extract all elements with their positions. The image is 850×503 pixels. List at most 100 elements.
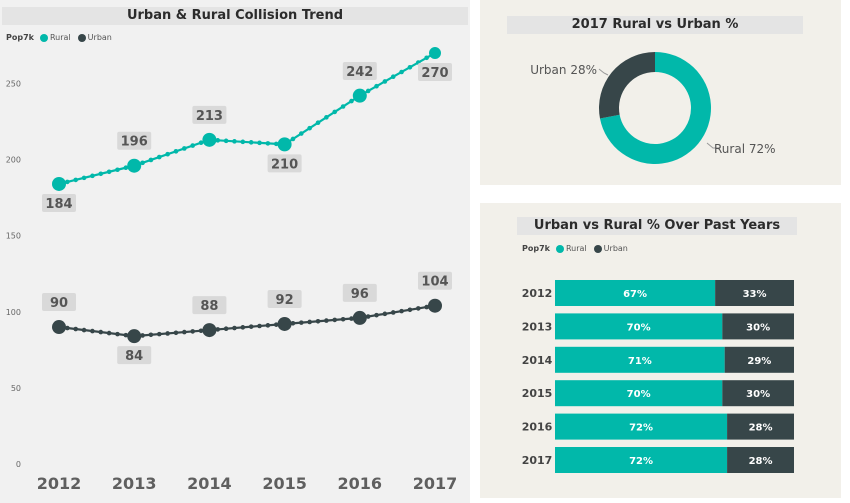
rural-line-dot [198,140,204,145]
urban-data-label: 92 [276,293,294,308]
data-label-background [117,131,152,150]
data-label-background [192,105,227,124]
urban-line-dot [324,318,329,323]
urban-slice-label: Urban 28% [530,63,597,77]
legend-label: Pop7k [522,244,550,253]
urban-line-dot [90,328,95,334]
line-chart-plot: 0 50 100 150 200 250 2012 2013 2014 2015 2016 2017 1… [6,47,458,493]
urban-line-dot [382,311,388,317]
rural-data-label: 270 [421,66,448,81]
rural-line-dot [399,69,404,75]
rural-data-label: 184 [45,197,72,212]
rural-line-dot [324,115,329,120]
urban-line-dot [315,318,321,324]
bar-category-label: 2017 [522,454,553,467]
urban-line-dot [140,333,145,338]
urban-data-point [127,329,142,344]
urban-bar-segment [727,413,794,440]
urban-line-dot [165,331,170,336]
rural-data-point [429,47,441,60]
urban-data-label: 84 [125,349,143,364]
bar-category-label: 2015 [522,387,553,400]
donut-chart: Rural 72% Urban 28% [530,52,776,165]
bar-category-label: 2016 [522,421,553,434]
urban-bar-label: 29% [747,356,771,367]
urban-bar-label: 33% [743,289,767,300]
rural-line-dot [173,149,179,154]
rural-line-dot [148,157,154,163]
data-label-background [42,193,76,212]
rural-legend-marker [555,244,564,253]
rural-line-dot [390,74,396,80]
urban-line-dot [98,329,104,335]
urban-data-point [202,323,217,338]
rural-line-dot [182,146,187,151]
rural-line-dot [349,98,354,104]
urban-line-dot [273,322,279,327]
urban-line-dot [73,326,79,332]
urban-data-label: 104 [421,275,448,290]
urban-line-dot [190,329,195,334]
urban-data-point [52,320,66,335]
data-label-background [42,293,76,312]
data-label-background [267,289,302,308]
rural-data-point [127,158,142,173]
rural-line-dot [382,79,388,84]
rural-data-point [202,132,217,147]
rural-line-dot [299,131,304,136]
rural-line-dot [115,167,120,173]
urban-line-dot [65,325,70,331]
urban-line-dot [148,332,154,338]
urban-bar-segment [722,380,794,407]
urban-line-dot [415,306,421,311]
percent-over-years-panel: Urban vs Rural % Over Past Years Pop7k R… [480,203,841,498]
x-tick-label: 2017 [413,474,458,493]
rural-line-dot [315,120,321,126]
rural-line-dot [257,140,262,146]
rural-line-dot [165,151,170,157]
rural-line-dot [156,154,162,160]
y-tick-label: 150 [6,232,21,241]
y-tick-label: 0 [16,460,21,469]
data-label-background [192,296,227,315]
urban-bar-segment [724,346,794,373]
y-tick-label: 200 [6,156,21,165]
urban-data-label: 88 [200,299,218,314]
rural-line-dot [98,171,104,177]
urban-line-dot [407,307,413,313]
urban-line-dot [257,323,262,329]
rural-bar-label: 70% [627,389,651,400]
rural-line-dot [273,141,279,147]
x-tick-label: 2016 [338,474,383,493]
urban-line-dot [81,327,87,333]
y-tick-label: 50 [11,384,21,393]
urban-data-point [352,310,367,325]
bar-category-label: 2012 [522,287,553,300]
line-chart-legend: Pop7k Rural Urban [6,33,115,42]
rural-line-dot [240,139,246,145]
x-tick-label: 2015 [262,474,307,493]
urban-bar-segment [722,313,794,340]
bar-category-label: 2013 [522,320,553,333]
urban-data-label: 96 [351,287,369,302]
rural-bar-segment [555,380,723,407]
urban-bar-segment [727,447,794,473]
rural-line-dot [248,140,254,145]
legend-rural: Rural [49,33,71,42]
rural-line-dot [307,125,312,131]
legend-urban: Urban [603,244,628,253]
urban-legend-marker [593,244,602,253]
rural-line-dot [340,104,346,109]
rural-leader-line [706,142,720,149]
legend-rural: Rural [565,244,587,253]
urban-leader-line [598,68,609,76]
urban-line-dot [223,326,229,332]
urban-line-dot [299,320,304,325]
urban-line-dot [399,308,404,314]
data-label-background [342,283,377,302]
urban-line-dot [290,320,296,326]
urban-line-dot [123,332,129,338]
urban-legend-marker [77,33,86,42]
urban-line-dot [240,325,246,330]
urban-line-dot [349,316,354,321]
